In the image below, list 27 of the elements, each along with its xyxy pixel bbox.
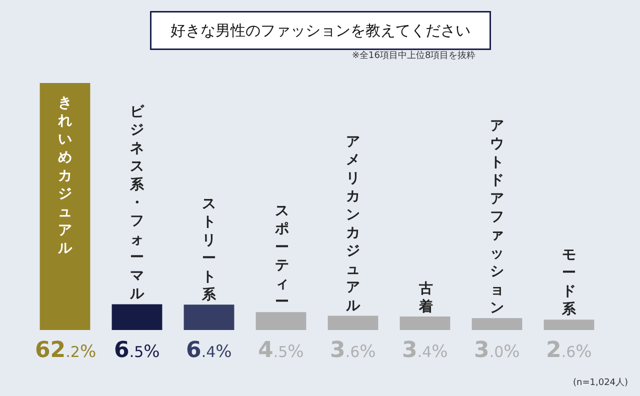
data-label: 6.5%	[114, 338, 160, 363]
bar	[256, 312, 306, 330]
category-label: アウトドアファッション	[490, 118, 504, 316]
data-label: 2.6%	[546, 338, 592, 363]
bar	[472, 318, 522, 330]
bar	[544, 320, 594, 330]
chart-title: 好きな男性のファッションを教えてください	[170, 22, 470, 40]
category-label: きれいめカジュアル	[58, 95, 72, 257]
bar	[40, 83, 90, 330]
data-label: 4.5%	[258, 338, 304, 363]
bar	[328, 316, 378, 330]
text: ※全16項目中上位8項目を抜粋	[352, 50, 476, 61]
text: (n=1,024人)	[573, 377, 628, 388]
data-label: 3.4%	[402, 338, 448, 363]
bar	[184, 304, 234, 330]
data-label: 62.2%	[35, 338, 96, 363]
data-label: 6.4%	[186, 338, 232, 363]
x-tick-label: スポーティー	[274, 203, 289, 310]
category-label: ビジネス系・フォーマル	[130, 104, 144, 302]
bar	[400, 316, 450, 330]
data-label: 3.0%	[474, 338, 520, 363]
x-tick-label: ストリート系	[201, 196, 217, 303]
category-label: アメリカンカジュアル	[346, 134, 360, 314]
bar	[112, 304, 162, 330]
data-label: 3.6%	[330, 338, 376, 363]
x-tick-label: 古着	[418, 281, 433, 316]
x-tick-label: モード系	[561, 247, 577, 318]
